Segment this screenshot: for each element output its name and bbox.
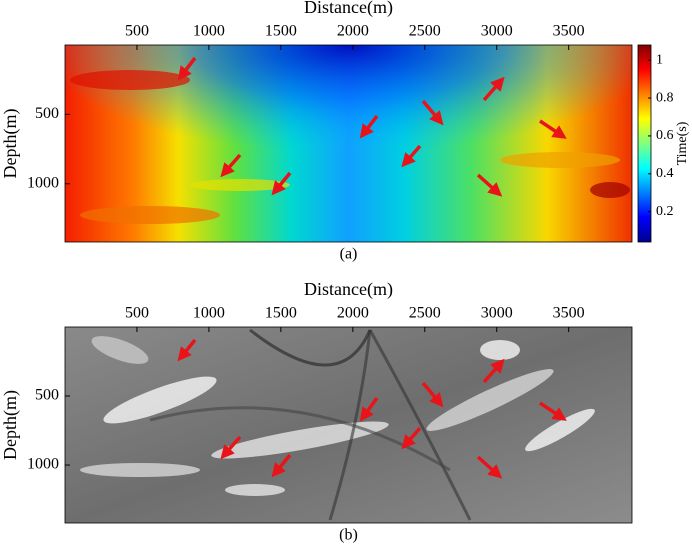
plot-frame — [64, 326, 633, 524]
heatmap-image — [590, 182, 630, 198]
heatmap-image — [225, 484, 285, 496]
x-tick-label: 2000 — [337, 23, 369, 40]
y-tick-label: 500 — [35, 105, 59, 122]
x-tick-label: 500 — [125, 305, 149, 322]
heatmap-image — [500, 152, 620, 168]
heatmap-image — [91, 336, 149, 364]
heatmap-image — [525, 408, 595, 452]
colorbar-tick-label: 0.8 — [656, 90, 674, 105]
heatmap-image — [80, 463, 200, 477]
colorbar-tick-label: 0.6 — [656, 128, 674, 143]
heatmap-image — [190, 179, 290, 191]
x-axis-label: Distance(m) — [304, 0, 393, 18]
heatmap-image — [249, 328, 372, 367]
x-tick-label: 500 — [125, 23, 149, 40]
y-axis-label: Depth(m) — [0, 109, 21, 179]
x-tick-label: 1500 — [265, 305, 297, 322]
x-tick-label: 1000 — [193, 305, 225, 322]
x-tick-label: 3500 — [553, 23, 585, 40]
heatmap-image — [368, 329, 472, 521]
y-axis-label: Depth(m) — [0, 390, 21, 460]
heatmap-image — [103, 376, 217, 424]
heatmap-image — [80, 206, 220, 224]
x-tick-label: 3000 — [481, 23, 513, 40]
x-tick-label: 2000 — [337, 305, 369, 322]
plot-frame — [64, 44, 633, 243]
x-tick-label: 2500 — [409, 23, 441, 40]
y-tick-label: 500 — [35, 387, 59, 404]
colorbar-label: Time(s) — [675, 121, 690, 165]
colorbar — [637, 44, 652, 243]
heatmap-image — [70, 70, 190, 90]
heatmap-image — [211, 421, 389, 459]
heatmap-image — [480, 340, 520, 360]
x-tick-label: 1000 — [193, 23, 225, 40]
annotation-arrows — [177, 56, 567, 197]
caption: (a) — [340, 246, 358, 263]
heatmap-image — [328, 329, 372, 521]
x-tick-label: 1500 — [265, 23, 297, 40]
y-tick-label: 1000 — [27, 174, 59, 191]
x-tick-label: 3000 — [481, 305, 513, 322]
heatmap-image — [426, 369, 554, 431]
colorbar-tick-label: 1 — [656, 52, 663, 67]
annotation-arrows — [177, 338, 567, 479]
x-axis-label: Distance(m) — [304, 279, 393, 300]
caption: (b) — [339, 527, 358, 544]
y-tick-label: 1000 — [27, 456, 59, 473]
x-tick-label: 3500 — [553, 305, 585, 322]
x-tick-label: 2500 — [409, 305, 441, 322]
colorbar-tick-label: 0.4 — [656, 166, 674, 181]
colorbar-tick-label: 0.2 — [656, 204, 674, 219]
